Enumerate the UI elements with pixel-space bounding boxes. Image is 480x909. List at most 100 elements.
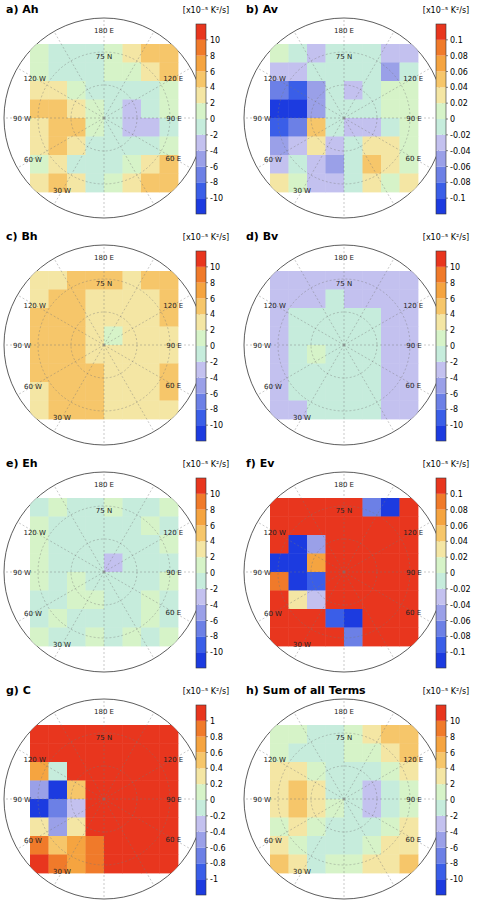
cell [381, 591, 400, 610]
cell [86, 591, 105, 610]
cell [30, 725, 49, 744]
cell [344, 799, 363, 818]
colorbar-tick-label: 8 [450, 733, 455, 742]
map-label: 75 N [96, 507, 112, 515]
cell [141, 818, 160, 837]
colorbar-tick-label: -10 [210, 194, 223, 203]
cell [67, 498, 86, 517]
cell [160, 628, 179, 647]
colorbar-tick-label: -8 [210, 178, 218, 187]
graticule [257, 295, 344, 345]
cell [160, 308, 179, 327]
cell [49, 799, 68, 818]
graticule [104, 572, 105, 672]
colorbar-tick-label: 10 [210, 490, 220, 499]
colorbar-band [196, 557, 206, 573]
colorbar-band [436, 394, 446, 410]
colorbar-band [196, 478, 206, 494]
cell [400, 174, 419, 193]
cell [30, 345, 49, 364]
colorbar-tick-label: -4 [450, 374, 458, 383]
cell [381, 535, 400, 554]
colorbar-tick [206, 636, 208, 637]
cell [30, 591, 49, 610]
cell [344, 744, 363, 763]
cell [289, 498, 308, 517]
graticule [104, 118, 204, 119]
colorbar-tick [446, 330, 448, 331]
cell [363, 591, 382, 610]
cell [49, 744, 68, 763]
cell [363, 628, 382, 647]
cell [49, 327, 68, 346]
cell [86, 535, 105, 554]
colorbar-band [436, 314, 446, 330]
cell [270, 818, 289, 837]
graticule [54, 31, 104, 118]
cell [400, 591, 419, 610]
cell [123, 517, 142, 536]
cell [67, 155, 86, 174]
cell [49, 818, 68, 837]
colorbar-band [436, 705, 446, 721]
graticule [104, 572, 154, 659]
colorbar-tick-label: 8 [210, 279, 215, 288]
cell [104, 63, 123, 82]
cell [344, 382, 363, 401]
graticule [104, 258, 154, 345]
colorbar-tick [206, 604, 208, 605]
cell [104, 382, 123, 401]
cell [123, 762, 142, 781]
cell [326, 382, 345, 401]
colorbar-tick [206, 87, 208, 88]
cell [400, 762, 419, 781]
cell [86, 517, 105, 536]
cell [344, 63, 363, 82]
cell [49, 725, 68, 744]
cell [344, 572, 363, 591]
colorbar-tick-label: 1 [210, 717, 215, 726]
cell [86, 818, 105, 837]
cell [104, 554, 123, 573]
cell [49, 118, 68, 137]
colorbar-tick-label: -0.08 [450, 632, 471, 641]
panel: 180 E75 N120 W90 W60 W30 W60 E90 E120 Eh… [244, 684, 469, 899]
colorbar-tick [206, 573, 208, 574]
cell [49, 81, 68, 100]
cell [289, 818, 308, 837]
cell [363, 44, 382, 63]
colorbar-tick [446, 863, 448, 864]
graticule [344, 799, 444, 800]
cell [363, 327, 382, 346]
cell [381, 628, 400, 647]
colorbar-band [196, 832, 206, 848]
cell [289, 44, 308, 63]
cell [30, 818, 49, 837]
cell [86, 572, 105, 591]
map-label: 75 N [96, 53, 112, 61]
colorbar-tick-label: -0.04 [450, 601, 471, 610]
cell [381, 364, 400, 383]
colorbar-tick [446, 425, 448, 426]
cell [30, 100, 49, 119]
colorbar-tick [206, 282, 208, 283]
colorbar-band [436, 283, 446, 299]
colorbar-band [196, 72, 206, 88]
map-label: 120 E [163, 756, 183, 764]
graticule [104, 485, 154, 572]
graticule [104, 295, 191, 345]
graticule [54, 258, 104, 345]
cell [307, 799, 326, 818]
graticule [344, 572, 394, 659]
colorbar-tick [446, 103, 448, 104]
cell [86, 290, 105, 309]
graticule [344, 749, 431, 799]
cell [307, 609, 326, 628]
colorbar-tick [206, 425, 208, 426]
map-label: 120 W [23, 529, 46, 537]
colorbar-band [436, 119, 446, 135]
cell [160, 174, 179, 193]
graticule [344, 258, 394, 345]
graticule [54, 485, 104, 572]
colorbar-band [436, 135, 446, 151]
